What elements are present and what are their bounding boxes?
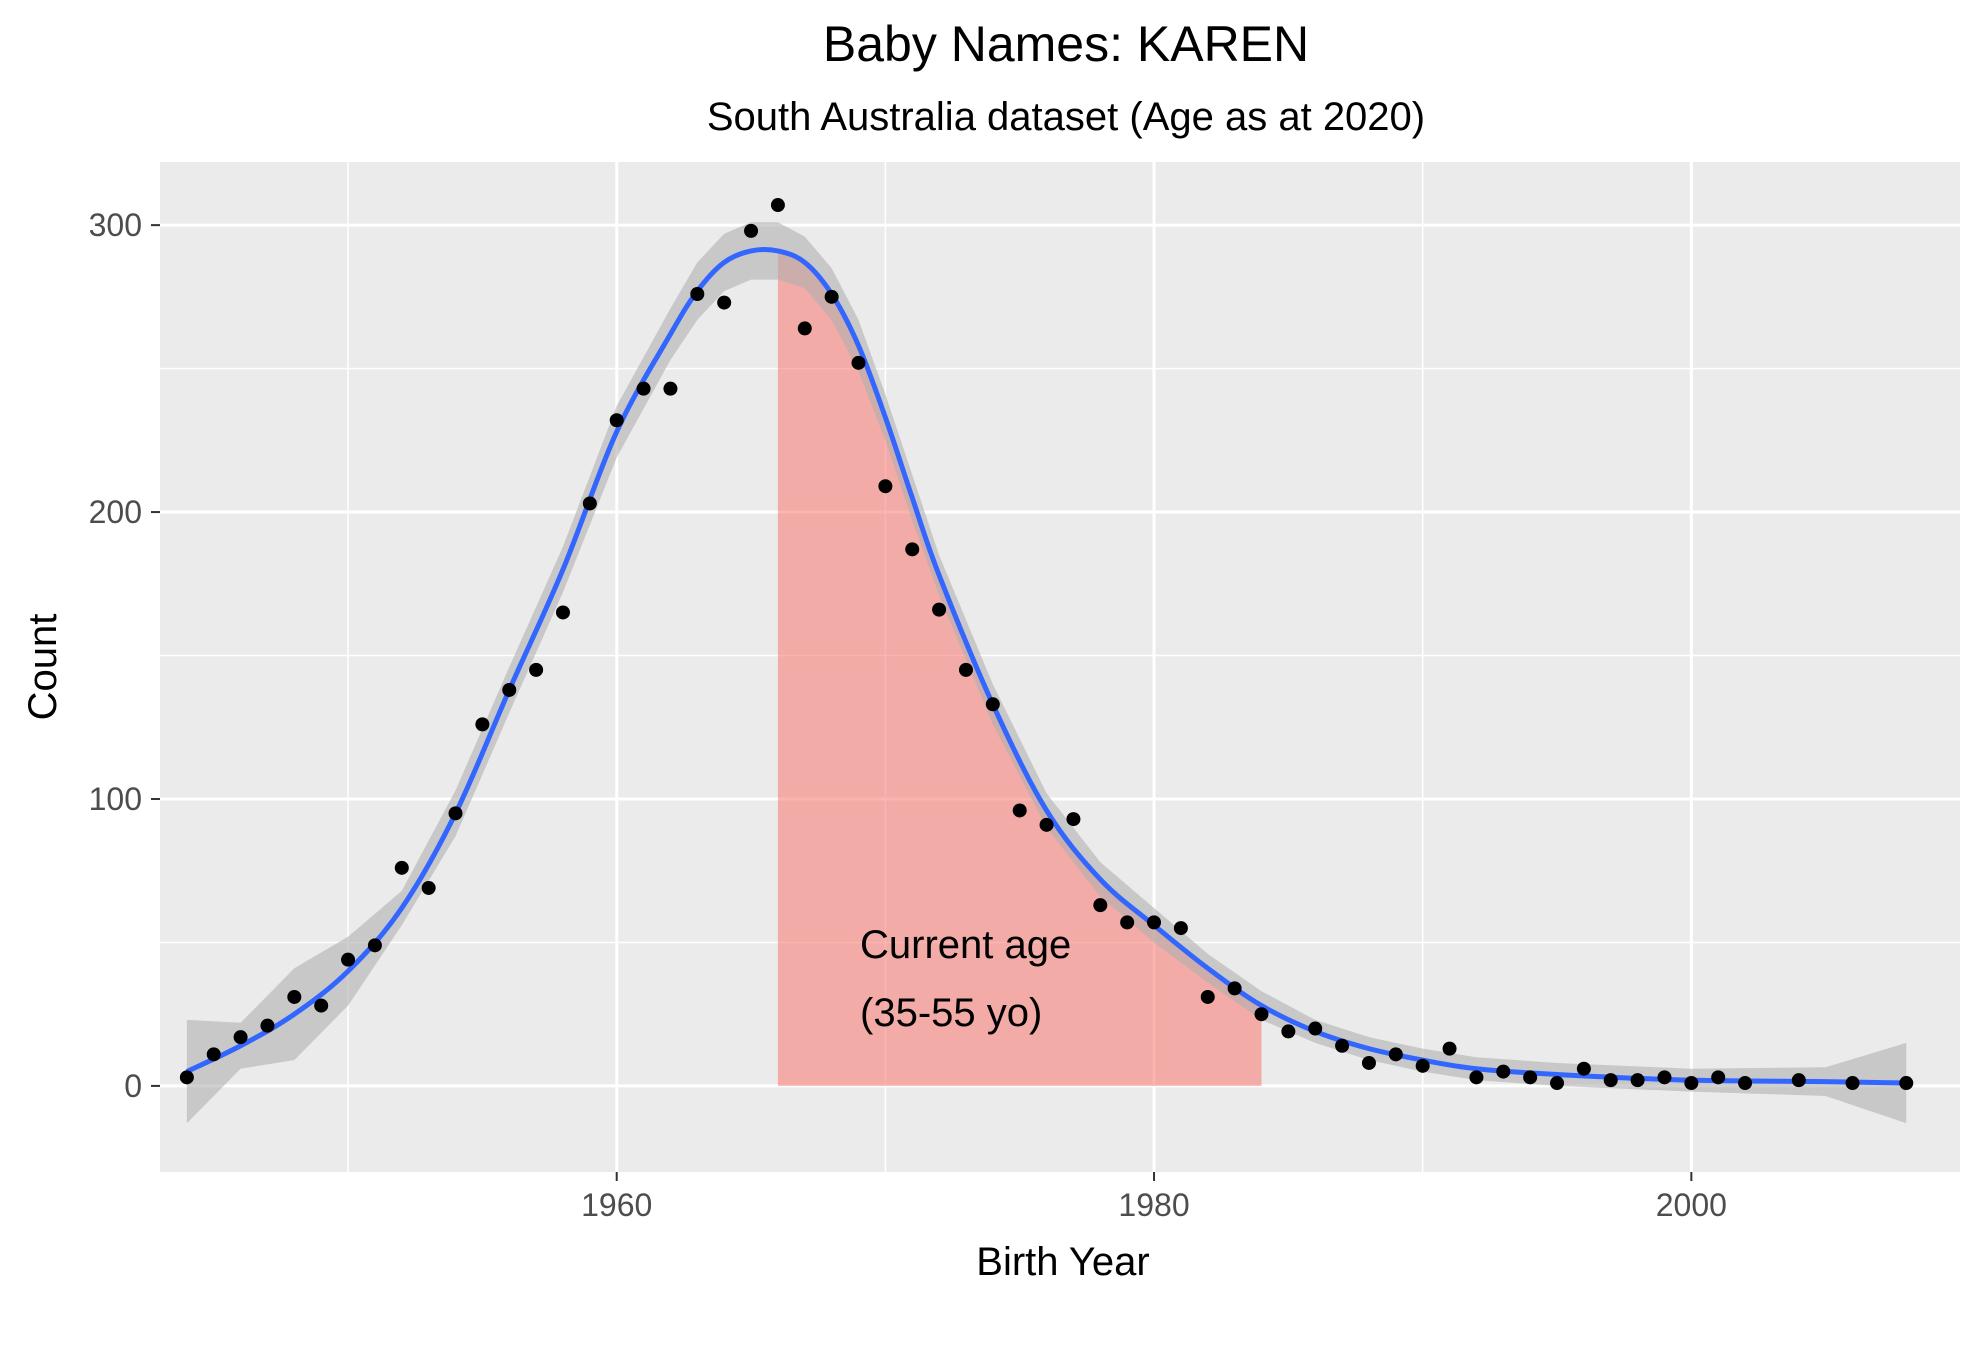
data-point [1845, 1076, 1860, 1091]
data-point [287, 989, 302, 1004]
x-tick-label: 1980 [1118, 1187, 1189, 1223]
data-point [717, 295, 732, 310]
x-axis-title: Birth Year [976, 1240, 1149, 1284]
data-point [1173, 921, 1188, 936]
chart-subtitle: South Australia dataset (Age as at 2020) [707, 95, 1425, 139]
data-point [475, 717, 490, 732]
data-point [1684, 1076, 1699, 1091]
data-point [314, 998, 329, 1013]
data-point [770, 198, 785, 213]
data-point [1442, 1041, 1457, 1056]
data-point [1147, 915, 1162, 930]
data-point [206, 1047, 221, 1062]
data-point [1254, 1007, 1269, 1022]
data-point [690, 286, 705, 301]
data-point [609, 413, 624, 428]
data-point [1899, 1076, 1914, 1091]
data-point [555, 605, 570, 620]
data-point [1066, 812, 1081, 827]
x-axis: 1960 1980 2000 [581, 1172, 1727, 1223]
data-point [1227, 981, 1242, 996]
data-point [1361, 1055, 1376, 1070]
data-point [878, 479, 893, 494]
y-tick-label: 300 [89, 207, 142, 243]
data-point [1308, 1021, 1323, 1036]
data-point [1469, 1070, 1484, 1085]
y-axis: 0 100 200 300 [89, 207, 160, 1104]
data-point [1576, 1061, 1591, 1076]
data-point [958, 662, 973, 677]
data-point [1657, 1070, 1672, 1085]
chart-title: Baby Names: KAREN [823, 16, 1309, 72]
annotation-layer: Current age (35-55 yo) [860, 923, 1071, 1035]
data-point [824, 289, 839, 304]
data-point [502, 682, 517, 697]
data-point [1120, 915, 1135, 930]
data-point [233, 1030, 248, 1045]
data-point [1012, 803, 1027, 818]
data-point [1630, 1073, 1645, 1088]
x-tick-label: 1960 [581, 1187, 652, 1223]
data-point [341, 952, 356, 967]
data-point [582, 496, 597, 511]
data-point [1496, 1064, 1511, 1079]
data-point [1603, 1073, 1618, 1088]
data-point [179, 1070, 194, 1085]
data-point [1039, 817, 1054, 832]
data-point [932, 602, 947, 617]
confidence-band-layer [186, 222, 1907, 1124]
smooth-line [185, 247, 1907, 1086]
annotation-line: Current age [860, 923, 1071, 967]
data-point [1550, 1076, 1565, 1091]
points-layer [179, 198, 1914, 1091]
annotation-line: (35-55 yo) [860, 991, 1042, 1035]
data-point [1791, 1073, 1806, 1088]
data-point [985, 697, 1000, 712]
data-point [1335, 1038, 1350, 1053]
data-point [851, 355, 866, 370]
confidence-band [186, 222, 1907, 1124]
data-point [421, 880, 436, 895]
data-point [1093, 898, 1108, 913]
x-tick-label: 2000 [1656, 1187, 1727, 1223]
data-point [1415, 1058, 1430, 1073]
y-tick-label: 0 [124, 1068, 142, 1104]
data-point [797, 321, 812, 336]
data-point [663, 381, 678, 396]
data-point [1711, 1070, 1726, 1085]
data-point [636, 381, 651, 396]
data-point [744, 223, 759, 238]
data-point [1388, 1047, 1403, 1062]
data-point [529, 662, 544, 677]
y-tick-label: 100 [89, 781, 142, 817]
data-point [1200, 989, 1215, 1004]
y-axis-title: Count [21, 614, 65, 721]
smooth-line-layer [185, 247, 1907, 1086]
data-point [1523, 1070, 1538, 1085]
y-tick-label: 200 [89, 494, 142, 530]
data-point [1281, 1024, 1296, 1039]
data-point [448, 806, 463, 821]
data-point [260, 1018, 275, 1033]
data-point [367, 938, 382, 953]
data-point [905, 542, 920, 557]
data-point [394, 860, 409, 875]
data-point [1738, 1076, 1753, 1091]
